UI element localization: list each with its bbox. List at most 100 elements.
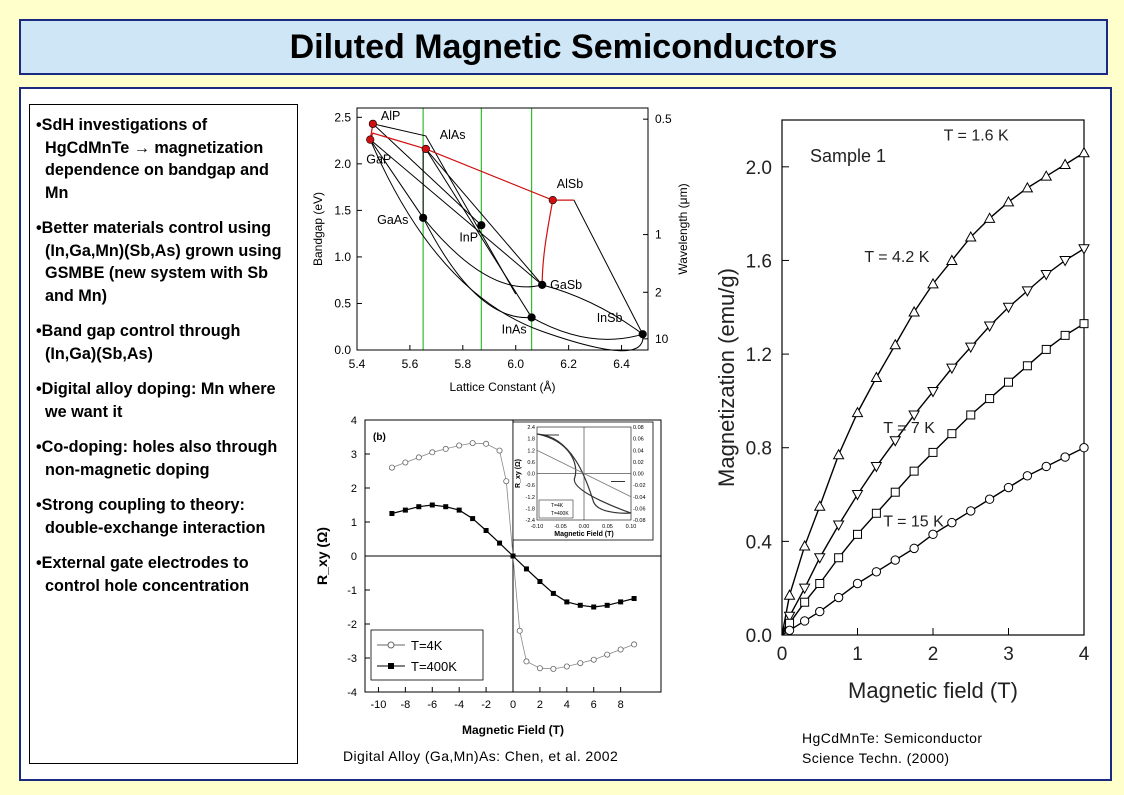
alloy-curve [422,217,543,288]
data-point [577,602,583,608]
data-point [964,342,977,354]
slide-title: Diluted Magnetic Semiconductors [289,27,838,66]
data-point [1021,181,1034,193]
data-point [947,429,957,439]
bullet-item: •Better materials control using (In,Ga,M… [36,219,282,305]
x-tick-label: 6 [591,699,597,711]
data-point [908,410,920,421]
aluminium-curve [369,132,574,201]
inset-legend-label: T=400K [551,511,569,517]
data-point [815,606,825,617]
data-point [909,543,919,554]
x-tick-label: 8 [618,699,624,711]
alloy-curve [369,139,644,352]
data-point [523,566,529,572]
data-point [1021,286,1034,297]
inset-y-tick-label: 0.0 [527,472,535,478]
magnetization-chart: 0 1 2 3 4 0.0 0.4 0.8 1.2 1.6 2.0 Magnetic field (T… [714,119,1090,703]
data-point [429,502,435,508]
data-point [1078,146,1090,158]
data-point [564,599,570,605]
x-axis-title: Lattice Constant (Å) [449,379,555,394]
data-point [851,490,864,501]
alloy-curve [425,148,543,286]
inset-y2-tick-label: 0.00 [633,472,644,478]
data-point [1040,270,1053,281]
y2-tick-label: 1 [655,228,662,242]
bullet-item: •External gate electrodes to control hol… [36,554,250,595]
inset-y2-tick-label: -0.08 [633,518,646,524]
alloy-curve [573,199,644,335]
magnetization-caption-line2: Science Techn. (2000) [802,750,950,766]
alloy-curve [369,139,543,286]
y2-axis-title: Wavelength (μm) [676,183,690,274]
compound-label: InP [459,230,478,244]
fit-curve [781,323,1085,636]
data-point [1041,461,1051,472]
data-point [889,436,902,447]
compound-label: AlSb [557,177,583,191]
data-point [631,596,637,601]
compound-point [548,196,557,205]
data-point [984,494,995,504]
data-point [388,464,395,471]
x-tick-label: 5.6 [402,357,419,371]
data-point [483,440,490,447]
x-tick-label: 5.4 [349,357,366,371]
data-point [1079,319,1089,329]
data-point [550,590,556,596]
data-point [402,507,408,513]
y-tick-label: 1.5 [334,203,351,217]
fit-curve [781,152,1085,636]
data-point [783,589,796,600]
compound-label: GaP [366,153,391,167]
y-tick-label: 1.0 [334,250,351,264]
y-tick-label: 3 [351,449,357,461]
data-point [813,500,826,511]
bullet-item: •SdH investigations of HgCdMnTe → magnet… [36,116,269,202]
legend-marker [387,641,395,649]
data-point [536,665,543,672]
data-point [946,254,958,265]
data-point [604,602,610,608]
inset-x-tick-label: -0.10 [531,524,544,530]
data-point [851,406,864,418]
data-point [947,517,957,528]
data-point [928,447,938,457]
data-point [1059,255,1071,267]
data-point [1040,170,1053,181]
data-point [496,447,503,454]
bullet-item: •Strong coupling to theory: double-excha… [36,496,266,537]
data-point [497,540,503,546]
inset-x-tick-label: 0.10 [626,524,637,530]
x-tick-label: -6 [427,699,437,711]
data-point [927,277,939,289]
x-tick-label: 6.4 [613,357,630,371]
inset-y2-tick-label: 0.08 [633,425,644,431]
data-point [983,321,996,333]
inset-y-tick-label: -1.8 [526,506,535,512]
data-point [1041,344,1051,354]
inset-y-tick-label: 2.4 [527,425,535,431]
compound-point [366,135,375,144]
inset-y-axis-title: R_xy (Ω) [515,459,522,488]
compound-label: AlP [381,109,400,123]
x-tick-label: 6.2 [560,357,577,371]
inset-legend-box [538,499,574,519]
data-point [871,567,882,577]
y-tick-label: -1 [347,585,357,597]
inset-y2-tick-label: -0.04 [633,495,646,501]
y2-tick-label: 0.5 [655,112,672,126]
data-point [429,449,436,456]
fit-curve [781,447,1085,636]
compound-label: GaSb [550,278,582,292]
data-point [1022,361,1032,371]
compound-point [527,313,536,322]
y-tick-label: 1.2 [746,345,772,366]
y-tick-label: 0 [351,551,357,563]
inset-y-tick-label: 0.6 [527,460,535,466]
data-point [966,506,976,516]
data-point [889,338,902,350]
inset-legend-label: T=4K [551,503,564,509]
